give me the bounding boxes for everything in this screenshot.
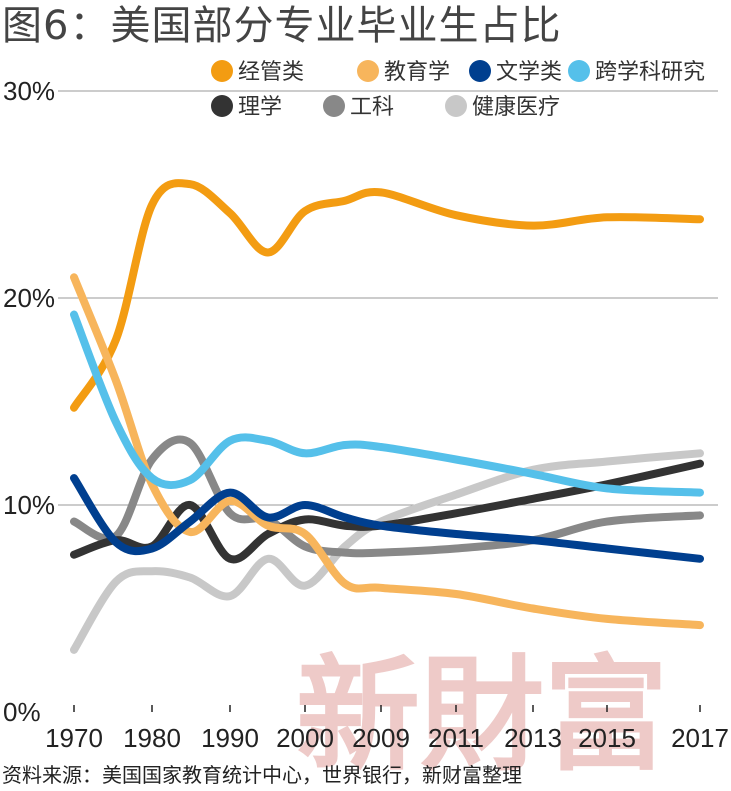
y-tick-label: 0% [3, 697, 41, 727]
watermark: 新財富 [296, 643, 668, 788]
x-tick-label: 2000 [276, 723, 334, 753]
series-lines [70, 179, 704, 654]
x-tick-label: 2013 [504, 723, 562, 753]
legend-label: 跨学科研究 [595, 60, 705, 85]
y-tick-label: 20% [3, 283, 55, 313]
x-tick-label: 2017 [671, 723, 729, 753]
y-tick-label: 10% [3, 490, 55, 520]
y-tick-label: 30% [3, 76, 55, 106]
legend-label: 工科 [350, 95, 394, 120]
chart-title: 图6：美国部分专业毕业生占比 [2, 3, 562, 49]
axes: 0% 10% 20% 30% 1970 1980 1990 2000 2009 2011 2013 2… [3, 76, 729, 753]
legend-marker [357, 60, 379, 82]
legend-label: 经管类 [238, 60, 304, 85]
legend-marker [211, 95, 233, 117]
grid-lines [58, 90, 718, 506]
series-line-3 [70, 474, 704, 563]
legend-marker [323, 95, 345, 117]
legend-label: 教育学 [384, 60, 450, 85]
source-note: 资料来源：美国国家教育统计中心，世界银行，新财富整理 [2, 763, 522, 787]
x-tick-label: 2011 [428, 723, 484, 753]
legend-label: 文学类 [496, 60, 562, 85]
watermark-text: 新財富 [296, 643, 668, 788]
legend-label: 理学 [238, 95, 282, 120]
x-tick-label: 1980 [123, 723, 181, 753]
series-line-7 [70, 449, 704, 654]
x-tick-label: 1970 [45, 723, 103, 753]
x-tick-label: 2009 [352, 723, 410, 753]
x-tick-label: 1990 [201, 723, 259, 753]
legend-marker [568, 60, 590, 82]
legend-marker [211, 60, 233, 82]
legend-marker [445, 95, 467, 117]
series-line-4 [70, 310, 704, 497]
legend-label: 健康医疗 [472, 95, 560, 120]
series-line-2 [70, 273, 704, 630]
x-tick-label: 2015 [578, 723, 636, 753]
series-line-1 [70, 179, 704, 412]
legend-marker [469, 60, 491, 82]
